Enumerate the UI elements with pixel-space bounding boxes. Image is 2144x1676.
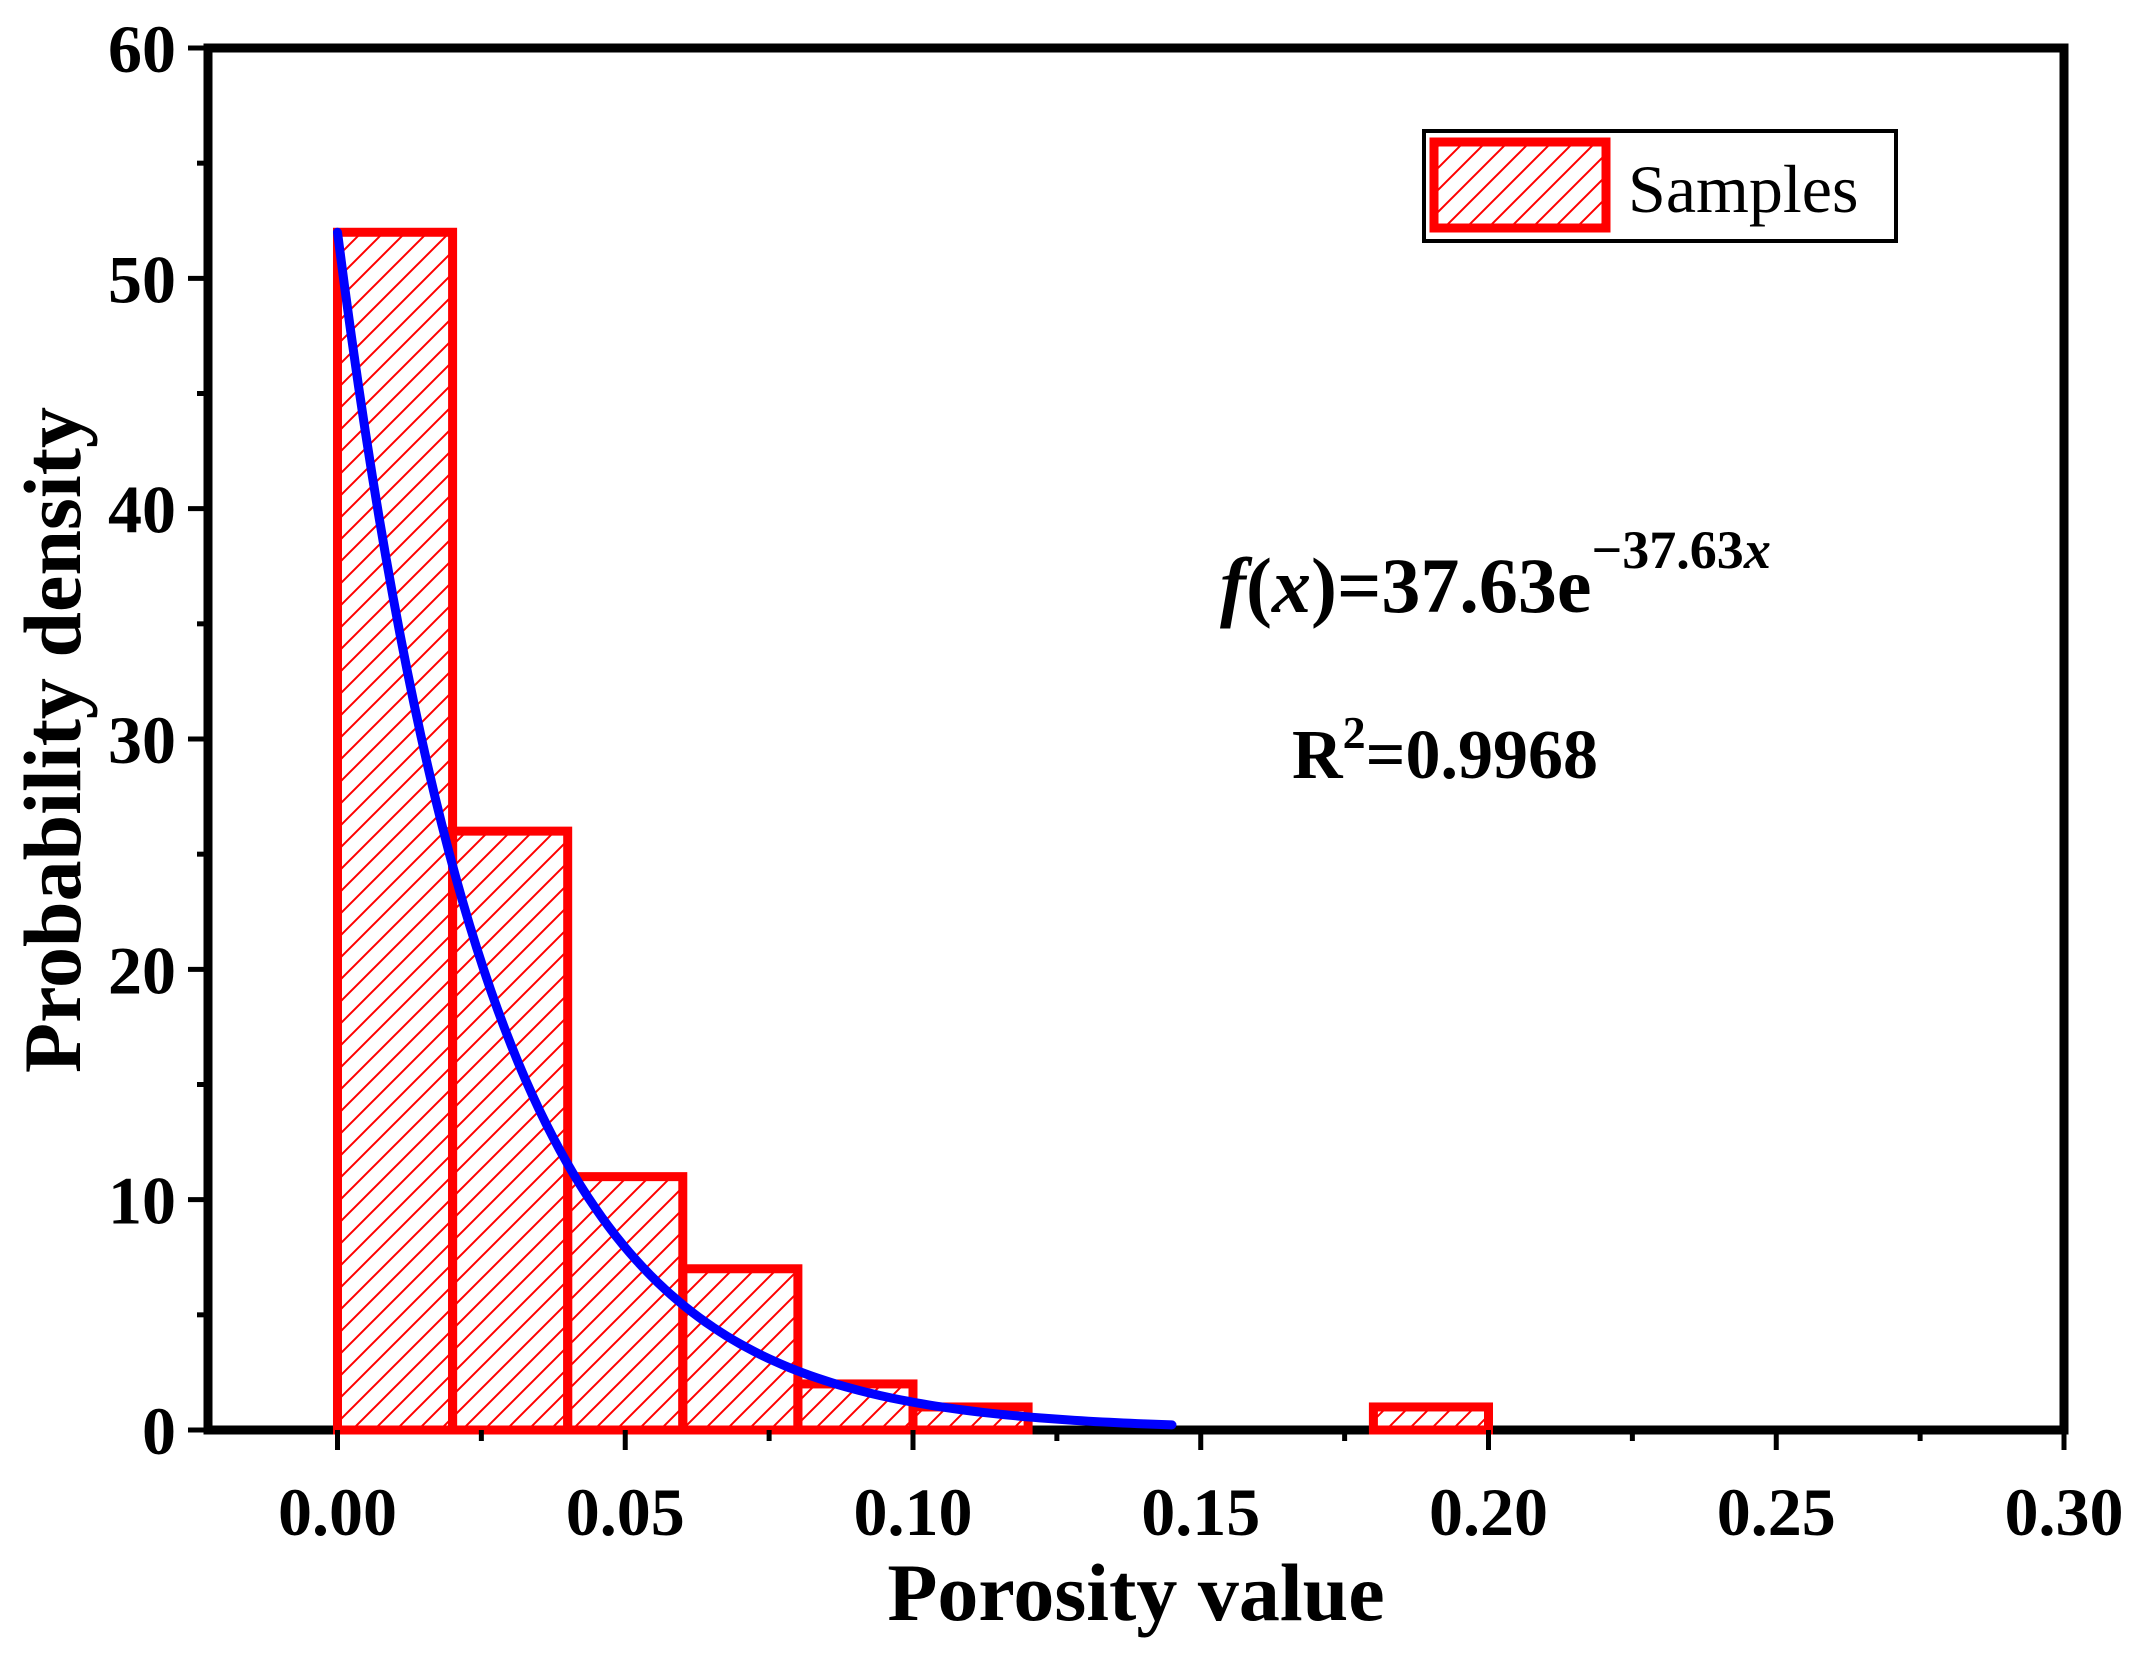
x-tick-label-3: 0.15 xyxy=(1141,1474,1260,1550)
histogram-bar-0 xyxy=(332,227,458,1435)
fit-equation: f(x)=37.63e−37.63x xyxy=(1220,520,1771,629)
x-tick-label-5: 0.25 xyxy=(1717,1474,1836,1550)
x-axis-title: Porosity value xyxy=(887,1547,1384,1638)
equation-close-paren: ) xyxy=(1311,542,1337,629)
x-tick-label-1: 0.05 xyxy=(566,1474,685,1550)
histogram-bar-3 xyxy=(678,1264,803,1435)
equation-main: =37.63e xyxy=(1337,542,1592,629)
y-axis-title: Probability density xyxy=(7,407,98,1073)
histogram-bar-2 xyxy=(563,1172,688,1435)
equation-open-paren: ( xyxy=(1246,542,1272,629)
x-tick-label-0: 0.00 xyxy=(278,1474,397,1550)
bars-group xyxy=(332,227,1493,1435)
y-tick-label-4: 40 xyxy=(108,472,176,548)
y-tick-label-0: 0 xyxy=(142,1393,176,1469)
r-squared: R2=0.9968 xyxy=(1292,707,1598,794)
y-tick-label-1: 10 xyxy=(108,1163,176,1239)
r2-superscript: 2 xyxy=(1343,707,1366,758)
legend-label: Samples xyxy=(1628,151,1858,227)
legend-swatch xyxy=(1429,137,1611,233)
r2-value: =0.9968 xyxy=(1366,717,1598,794)
histogram-bar-6 xyxy=(1368,1402,1493,1435)
r2-label: R xyxy=(1292,717,1344,794)
y-tick-label-5: 50 xyxy=(108,241,176,317)
x-tick-label-4: 0.20 xyxy=(1429,1474,1548,1550)
x-tick-label-2: 0.10 xyxy=(853,1474,972,1550)
equation-x: x xyxy=(1271,542,1311,629)
y-tick-label-3: 30 xyxy=(108,702,176,778)
x-tick-label-6: 0.30 xyxy=(2005,1474,2124,1550)
y-tick-label-2: 20 xyxy=(108,932,176,1008)
fit-curve xyxy=(332,227,1177,1430)
legend: Samples xyxy=(1422,129,1898,243)
ticks-group: 0.00 0.05 0.10 0.15 0.20 0.25 0.30 0 10 20 30 40 50 6… xyxy=(108,11,2124,1550)
equation-exponent: −37.63 xyxy=(1592,520,1744,580)
y-tick-label-6: 60 xyxy=(108,11,176,87)
equation-exponent-x: x xyxy=(1743,520,1771,580)
